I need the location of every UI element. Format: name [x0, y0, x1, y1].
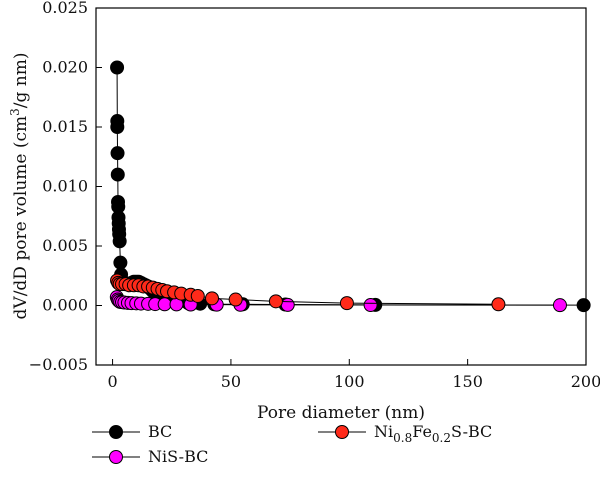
y-tick-label: −0.005 [29, 355, 88, 374]
y-tick-label: 0.020 [42, 58, 88, 77]
data-point [268, 294, 283, 309]
series-1 [109, 290, 567, 313]
legend-label: NiS-BC [148, 447, 208, 466]
legend-marker [109, 450, 123, 464]
y-tick-label: 0.010 [42, 177, 88, 196]
x-tick-label: 100 [334, 372, 365, 391]
legend-label: BC [148, 422, 172, 441]
y-axis-ticks: −0.005 0.000 0.005 0.010 0.015 0.020 0.025 [29, 0, 102, 374]
data-point [339, 296, 354, 311]
data-series [109, 60, 591, 313]
legend-item: Ni0.8Fe0.2S-BC [318, 422, 492, 445]
y-tick-label: 0.000 [42, 296, 88, 315]
x-tick-label: 0 [107, 372, 117, 391]
x-tick-label: 150 [452, 372, 483, 391]
legend-marker [335, 425, 349, 439]
y-tick-label: 0.015 [42, 117, 88, 136]
x-tick-label: 200 [571, 372, 600, 391]
data-point [110, 167, 125, 182]
data-point [190, 288, 205, 303]
series-2 [110, 273, 506, 312]
data-point [113, 255, 128, 270]
data-point [110, 146, 125, 161]
data-point [110, 120, 125, 134]
data-point [363, 298, 378, 313]
x-tick-label: 50 [221, 372, 241, 391]
plot-frame [95, 7, 587, 366]
data-point [576, 298, 591, 313]
data-point [157, 297, 172, 312]
data-point [552, 298, 567, 313]
data-point [110, 60, 125, 75]
data-point [204, 291, 219, 306]
data-point [491, 297, 506, 312]
series-0 [110, 60, 591, 313]
series-line [116, 67, 584, 306]
x-axis-ticks: 0 50 100 150 200 [107, 359, 600, 391]
y-axis-title: dV/dD pore volume (cm3/g nm) [8, 53, 31, 320]
data-point [228, 292, 243, 307]
legend-label: Ni0.8Fe0.2S-BC [374, 422, 492, 445]
legend-marker [109, 425, 123, 439]
data-point [280, 297, 295, 312]
legend-item: NiS-BC [92, 447, 208, 466]
legend-item: BC [92, 422, 172, 441]
y-tick-label: 0.005 [42, 236, 88, 255]
y-tick-label: 0.025 [42, 0, 88, 17]
data-point [112, 234, 127, 249]
x-axis-title: Pore diameter (nm) [257, 403, 425, 423]
legend: BC NiS-BC Ni0.8Fe0.2S-BC [92, 422, 492, 466]
